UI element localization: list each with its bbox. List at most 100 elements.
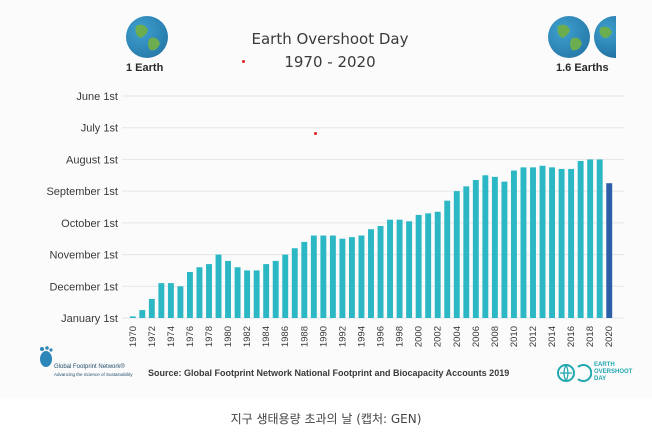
one-point-six-earths-label: 1.6 Earths — [556, 62, 609, 74]
x-tick-label: 2010 — [509, 326, 520, 347]
bar-1990 — [320, 235, 327, 318]
bar-1979 — [215, 254, 222, 318]
eod-logo-text: EARTH OVERSHOOT DAY — [594, 362, 632, 383]
bar-1989 — [310, 235, 317, 318]
bar-1996 — [377, 226, 384, 318]
bar-1976 — [186, 272, 193, 318]
x-tick-label: 1984 — [261, 326, 272, 347]
bar-1975 — [177, 286, 184, 318]
bar-1999 — [406, 221, 413, 318]
x-tick-label: 2004 — [452, 326, 463, 347]
bar-2006 — [472, 180, 479, 318]
chart-title-line2: 1970 - 2020 — [284, 53, 376, 71]
bars — [129, 159, 613, 318]
overshoot-bar-chart: January 1st December 1st November 1st Octob… — [46, 91, 624, 347]
y-axis-labels: January 1st December 1st November 1st Octob… — [46, 91, 118, 325]
x-tick-label: 1976 — [185, 326, 196, 347]
x-tick-label: 2000 — [414, 326, 425, 347]
image-caption: 지구 생태용량 초과의 날 (캡처: GEN) — [230, 412, 422, 426]
source-text: Source: Global Footprint Network Nationa… — [148, 368, 510, 378]
x-tick-label: 1986 — [280, 326, 291, 347]
y-tick-label: November 1st — [50, 250, 118, 262]
bar-2018 — [587, 159, 594, 318]
bar-2005 — [463, 186, 470, 318]
x-tick-label: 1970 — [128, 326, 139, 347]
bar-1991 — [329, 235, 336, 318]
x-tick-label: 1994 — [356, 326, 367, 347]
bar-1985 — [272, 260, 279, 318]
x-tick-label: 2008 — [490, 326, 501, 347]
x-tick-label: 1992 — [337, 326, 348, 347]
red-marker-dot — [242, 60, 245, 63]
x-tick-label: 1972 — [147, 326, 158, 347]
bar-2015 — [558, 168, 565, 318]
y-tick-label: January 1st — [61, 313, 118, 325]
x-tick-label: 2018 — [585, 326, 596, 347]
x-tick-label: 2016 — [566, 326, 577, 347]
bar-1972 — [148, 298, 155, 318]
y-tick-label: July 1st — [81, 123, 118, 135]
bar-2016 — [568, 168, 575, 318]
x-tick-label: 2006 — [471, 326, 482, 347]
eod-word2: OVERSHOOT — [594, 369, 633, 375]
bar-1994 — [358, 235, 365, 318]
x-tick-label: 1996 — [376, 326, 387, 347]
bar-1987 — [291, 248, 298, 318]
bar-2009 — [501, 181, 508, 318]
gfn-footprint-logo-icon — [40, 346, 53, 367]
bar-1995 — [368, 229, 374, 318]
x-tick-label: 2020 — [604, 326, 615, 347]
chart-title-line1: Earth Overshoot Day — [251, 30, 409, 48]
bar-1980 — [225, 260, 232, 318]
earth-overshoot-day-logo-icon — [557, 364, 592, 382]
bar-2019 — [596, 159, 603, 318]
infographic-card: 1 Earth 1.6 Earths Earth Overshoot Day 1… — [40, 16, 633, 383]
x-axis-labels: 1970 1972 1974 1976 1978 1980 1982 1984 1986 1988… — [128, 326, 615, 347]
red-marker-dot — [314, 132, 317, 135]
bar-2012 — [530, 167, 536, 318]
bar-2017 — [577, 161, 584, 318]
bar-1992 — [339, 238, 346, 318]
chart-title: Earth Overshoot Day 1970 - 2020 — [240, 28, 420, 74]
gfn-tagline: Advancing the Science of Sustainability — [54, 372, 133, 377]
gfn-logo-text: Global Footprint Network® Advancing the … — [54, 364, 133, 378]
y-tick-label: December 1st — [50, 281, 118, 293]
x-tick-label: 1982 — [242, 326, 253, 347]
x-tick-label: 2014 — [547, 326, 558, 347]
y-tick-label: June 1st — [76, 91, 118, 103]
x-tick-label: 1998 — [395, 326, 406, 347]
one-earth-label: 1 Earth — [126, 62, 164, 74]
x-tick-label: 1988 — [299, 326, 310, 347]
y-tick-label: October 1st — [61, 218, 118, 230]
y-tick-label: September 1st — [46, 186, 118, 198]
bar-1981 — [234, 267, 241, 318]
x-tick-label: 1974 — [166, 326, 177, 347]
bar-1986 — [282, 254, 289, 318]
bar-1970 — [129, 316, 136, 318]
bar-2011 — [520, 167, 527, 318]
bar-1997 — [387, 219, 394, 318]
bar-1993 — [348, 237, 355, 318]
bar-1982 — [244, 270, 251, 318]
eod-word3: DAY — [594, 376, 607, 382]
x-tick-label: 1980 — [223, 326, 234, 347]
right-earth-globe-icon — [548, 16, 590, 58]
partial-earth-globe-icon — [594, 16, 616, 58]
bar-2007 — [482, 175, 489, 318]
bar-2001 — [425, 213, 432, 318]
gfn-name: Global Footprint Network® — [54, 364, 125, 370]
bar-1978 — [206, 264, 212, 318]
eod-word1: EARTH — [594, 362, 615, 368]
bar-2002 — [434, 211, 441, 318]
bar-2000 — [415, 214, 422, 318]
x-tick-label: 1990 — [318, 326, 329, 347]
bar-1988 — [301, 241, 308, 318]
bar-2014 — [549, 167, 556, 318]
bar-1977 — [196, 267, 203, 318]
bar-2010 — [510, 170, 517, 318]
x-tick-label: 2002 — [433, 326, 444, 347]
bar-1984 — [263, 264, 270, 318]
bar-1973 — [158, 283, 165, 318]
bar-2004 — [453, 191, 460, 318]
left-earth-globe-icon — [126, 16, 168, 58]
